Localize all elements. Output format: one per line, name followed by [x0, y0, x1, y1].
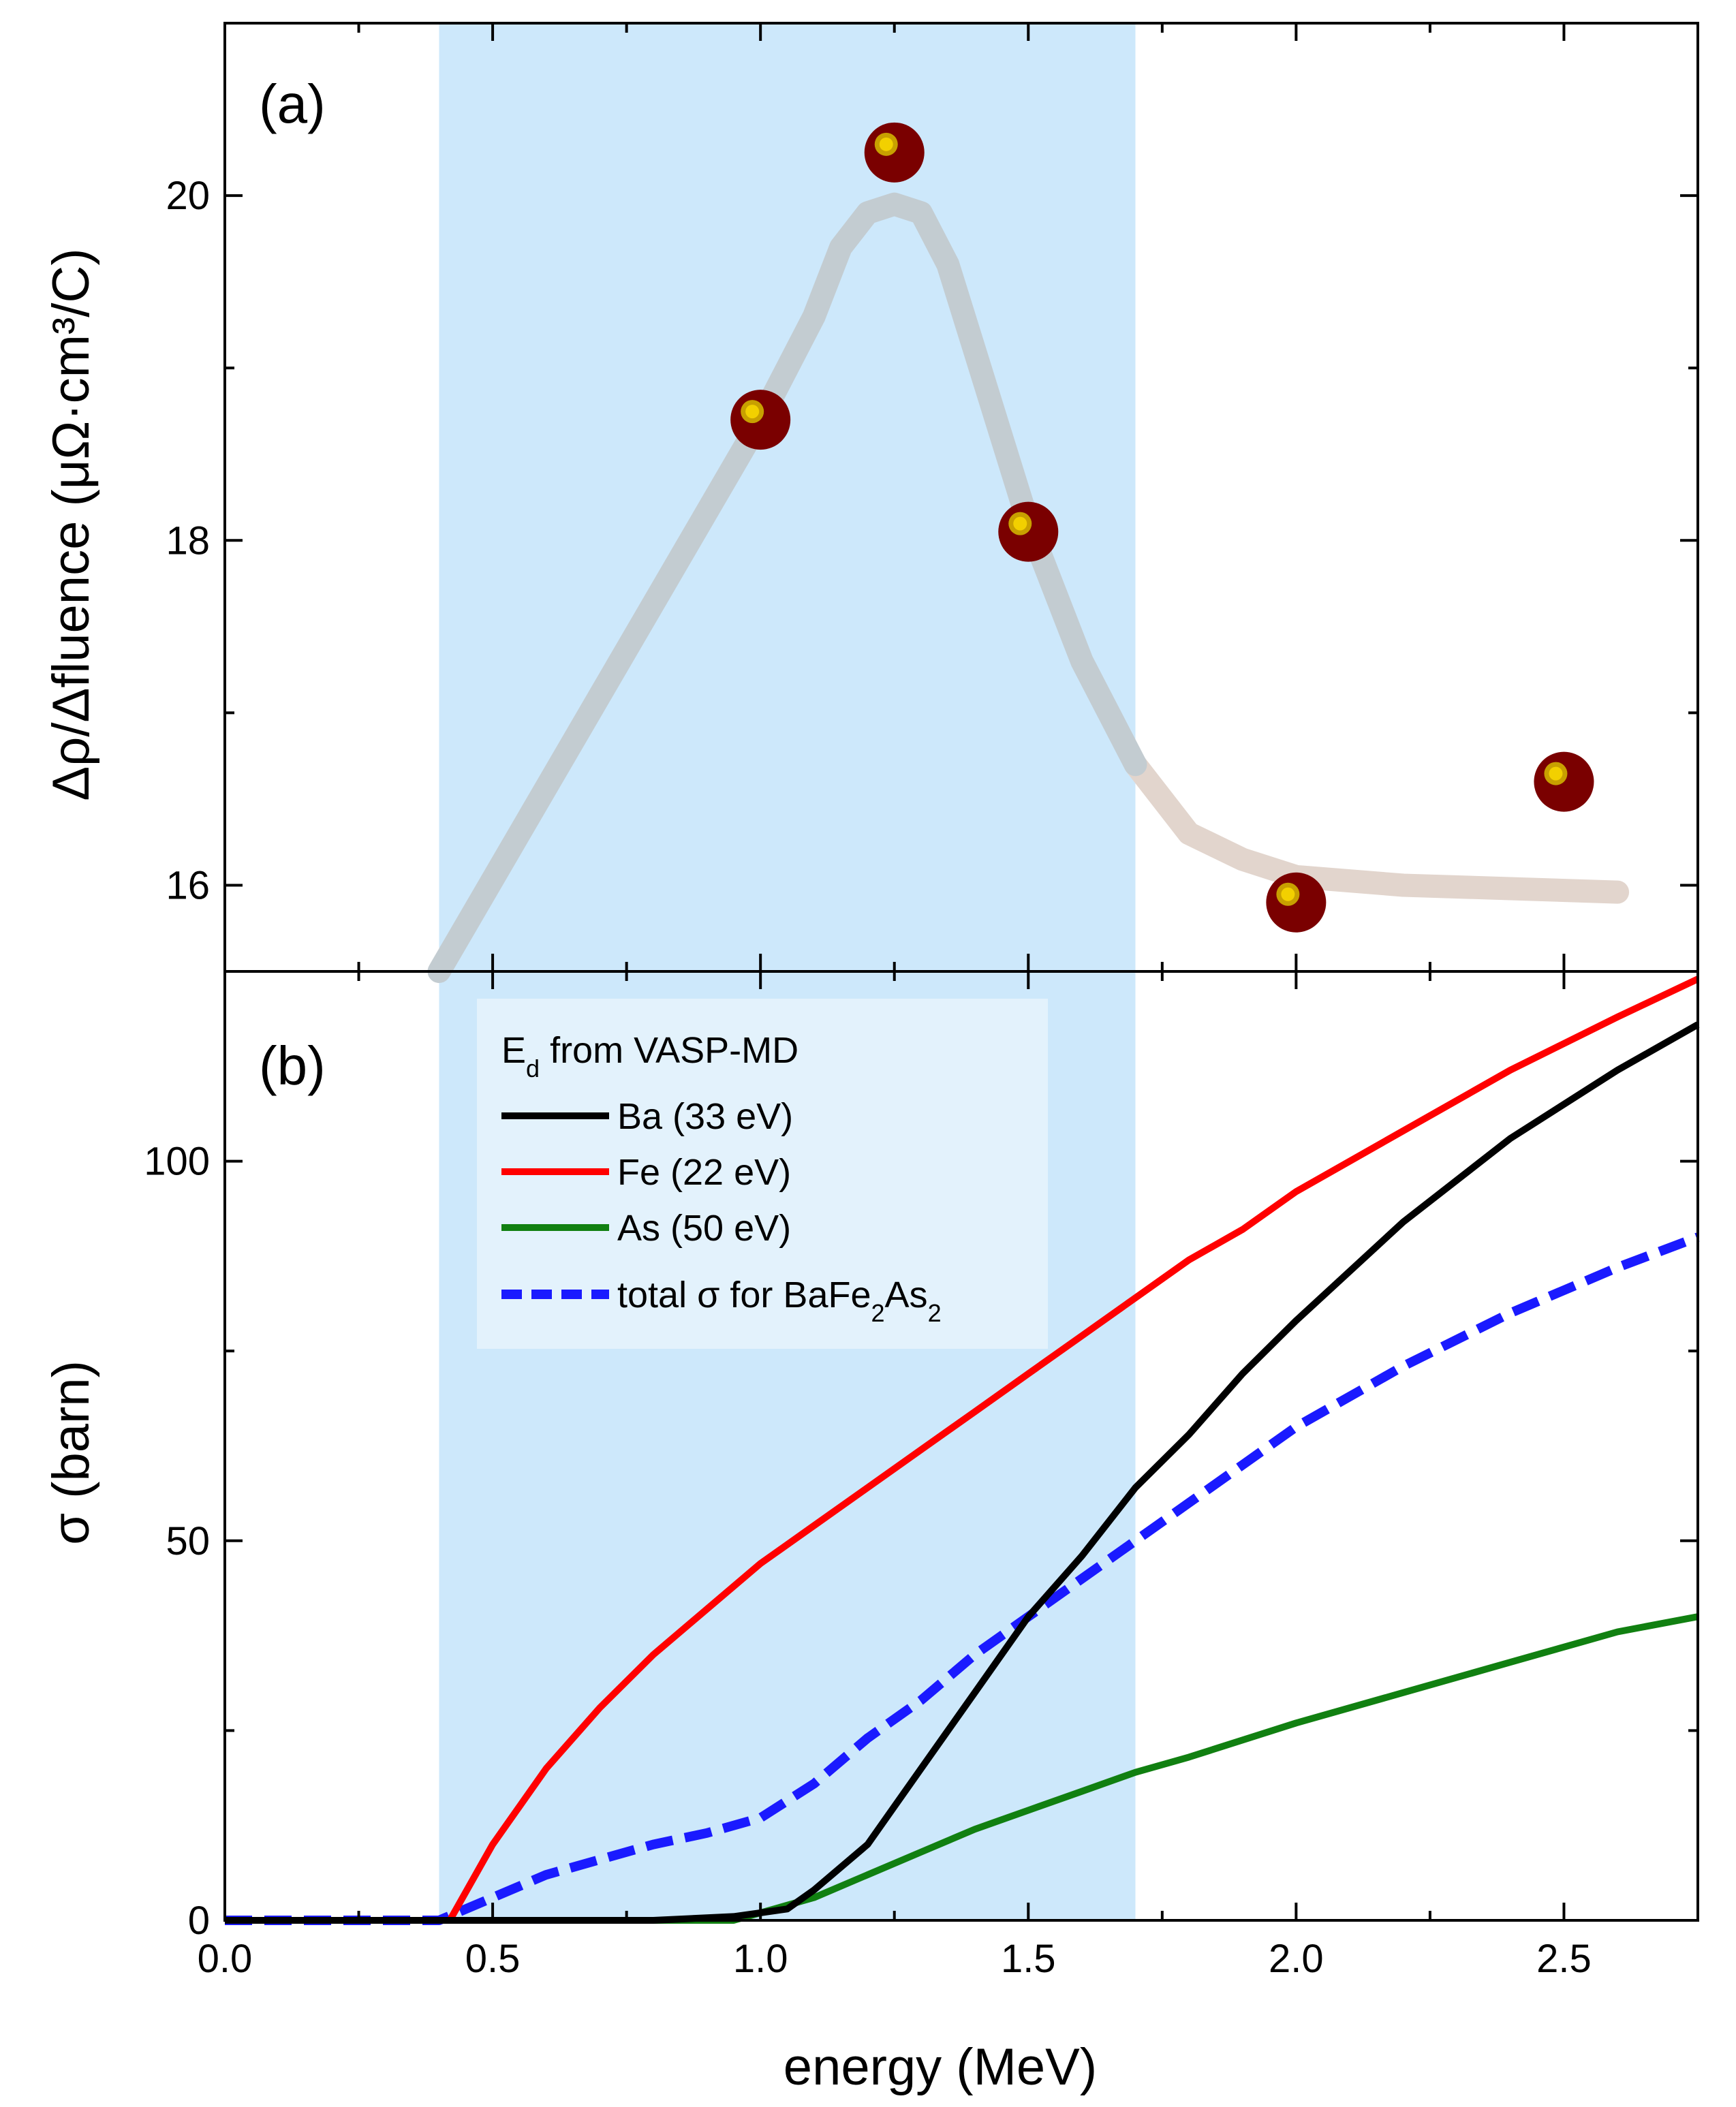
data-point [1534, 751, 1594, 812]
y-tick-label: 18 [166, 518, 210, 563]
y-tick-label-b: 0 [188, 1899, 210, 1943]
data-point [864, 122, 925, 183]
y-tick-label: 16 [166, 863, 210, 907]
y-axis-title-a: Δρ/Δfluence (μΩ·cm³/C) [42, 248, 100, 800]
legend-label-as: As (50 eV) [617, 1208, 791, 1249]
x-tick-label: 0.5 [465, 1937, 521, 1981]
data-points [730, 122, 1594, 933]
legend: Ed from VASP-MD Ba (33 eV) Fe (22 eV) As… [501, 1030, 942, 1327]
legend-label-total: total σ for BaFe2As2 [617, 1275, 942, 1327]
y-tick-label-b: 100 [144, 1140, 210, 1184]
panel-a: 16 18 20 (a) Δρ/Δfluence (μΩ·cm³/C) [42, 22, 1698, 983]
x-tick-label: 1.5 [1001, 1937, 1056, 1981]
panel-b-frame [223, 970, 1699, 1922]
legend-label-fe: Fe (22 eV) [617, 1152, 791, 1193]
data-point-highlight [745, 405, 760, 419]
legend-label-ba: Ba (33 eV) [617, 1096, 793, 1137]
panel-a-ticks: 16 18 20 [166, 22, 1698, 971]
data-point [998, 501, 1059, 562]
guide-curve-inside [427, 192, 1147, 983]
y-tick-label: 20 [166, 174, 210, 218]
x-tick-label: 0.0 [198, 1937, 253, 1981]
legend-title: Ed from VASP-MD [501, 1030, 799, 1082]
data-point [1266, 872, 1327, 933]
series-line-fe [225, 976, 1700, 1924]
panel-b-label: (b) [259, 1035, 326, 1096]
data-point-highlight [1281, 887, 1295, 901]
x-axis-title: energy (MeV) [784, 2038, 1097, 2096]
series-line-total [225, 1232, 1700, 1925]
x-tick-label: 1.0 [733, 1937, 788, 1981]
y-tick-label-b: 50 [166, 1519, 210, 1563]
data-point [730, 390, 791, 450]
data-point-highlight [879, 137, 893, 151]
x-tick-label: 2.5 [1536, 1937, 1592, 1981]
y-axis-title-b: σ (barn) [42, 1360, 100, 1545]
data-point-highlight [1013, 516, 1027, 531]
x-tick-label: 2.0 [1269, 1937, 1324, 1981]
panel-b-ticks: 0 50 100 0.0 0.5 1.0 1.5 2.0 2.5 [144, 970, 1699, 1981]
panel-a-label: (a) [259, 74, 326, 134]
panel-b: 0 50 100 0.0 0.5 1.0 1.5 2.0 2.5 (b) σ (barn) en… [42, 970, 1700, 2096]
data-point-highlight [1549, 766, 1563, 781]
